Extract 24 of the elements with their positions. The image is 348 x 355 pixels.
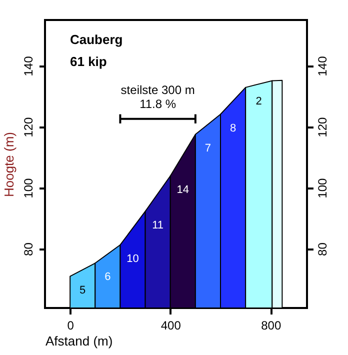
series-label: 11 bbox=[152, 219, 164, 232]
x-tick-label: 0 bbox=[67, 318, 74, 332]
series-label: 14 bbox=[176, 184, 190, 196]
y2-tick-label: 140 bbox=[316, 56, 330, 76]
x-tick-label: 800 bbox=[261, 318, 282, 332]
x-axis-title: Afstand (m) bbox=[46, 334, 113, 348]
y2-tick-label: 100 bbox=[316, 178, 330, 198]
annotation: steilste 300 m 11.8 % bbox=[120, 82, 195, 111]
x-tick-label: 400 bbox=[160, 318, 182, 332]
y-axis-title: Hoogte (m) bbox=[2, 132, 16, 198]
y2-tick-label: 120 bbox=[316, 116, 330, 138]
y-tick-label: 100 bbox=[22, 178, 36, 198]
y-tick-label: 80 bbox=[22, 242, 36, 256]
series-label: 8 bbox=[230, 122, 236, 134]
series-label: 2 bbox=[256, 95, 262, 108]
text: 61 kip bbox=[70, 54, 107, 69]
series-label: 6 bbox=[104, 271, 111, 284]
series-label: 7 bbox=[204, 142, 212, 154]
y2-tick-label: 80 bbox=[316, 242, 330, 256]
y-tick-label: 120 bbox=[22, 116, 36, 138]
text: Cauberg bbox=[70, 32, 123, 47]
series-label: 5 bbox=[80, 284, 86, 296]
y-tick-label: 140 bbox=[22, 56, 36, 76]
series-label: 10 bbox=[126, 252, 139, 265]
